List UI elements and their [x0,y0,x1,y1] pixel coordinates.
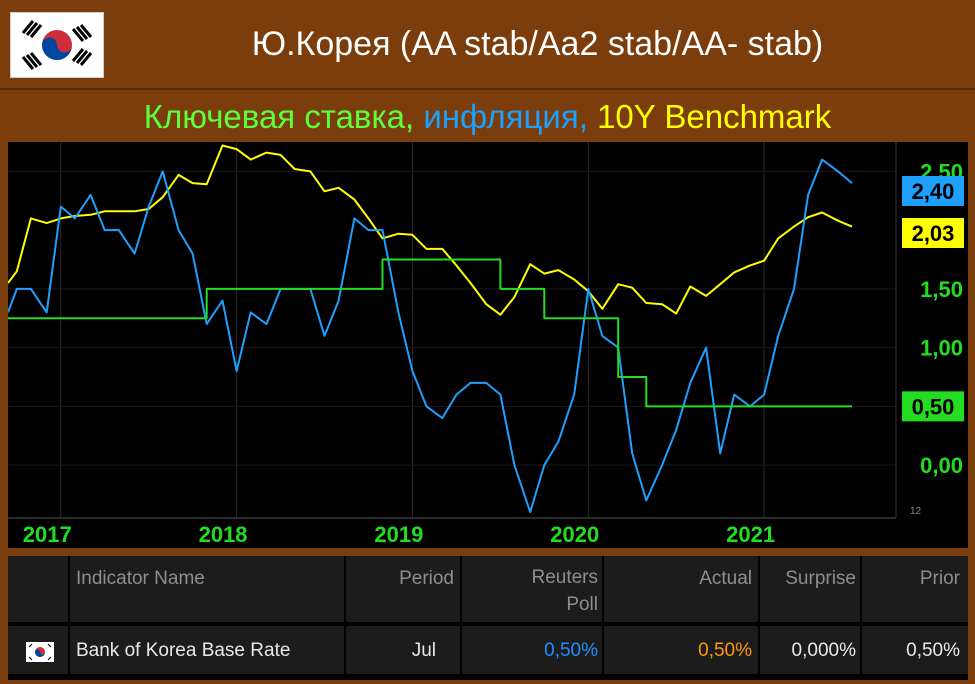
last-value-badge [902,218,964,248]
south-korea-flag-icon [10,12,104,78]
col-header-reuters-poll[interactable]: Reuters Poll [531,567,598,615]
x-tick-label: 2019 [374,522,423,547]
south-korea-flag-icon [26,642,54,662]
period-cell: Jul [411,640,436,661]
surprise-cell: 0,000% [791,640,856,661]
subtitle-key-rate: Ключевая ставка, [143,98,415,135]
y-tick-label: 0,00 [920,453,963,478]
row-cell-bg [346,626,460,674]
indicator-name-cell[interactable]: Bank of Korea Base Rate [76,640,291,661]
line-chart: 0,000,501,001,502,5012201720182019202020… [7,142,964,547]
green-series-line [8,258,852,408]
yellow-series-line [7,144,853,316]
y-axis-footer-label: 12 [910,506,922,517]
header-cell-bg [346,556,460,622]
col-header-period[interactable]: Period [399,568,454,589]
y-tick-label: 1,00 [920,336,963,361]
last-value-label: 0,50 [912,394,955,419]
x-tick-label: 2020 [550,522,599,547]
header: Ю.Корея (AA stab/Aa2 stab/AA- stab) [0,0,975,88]
header-cell-bg [604,556,758,622]
indicator-table: Indicator Name Period Reuters Poll Actua… [8,556,968,680]
prior-cell: 0,50% [906,640,960,661]
col-header-actual[interactable]: Actual [699,568,752,589]
header-cell-blank [8,556,68,622]
blue-series-line [7,158,853,514]
last-value-label: 2,40 [912,179,955,204]
reuters-poll-cell: 0,50% [544,640,598,661]
actual-cell: 0,50% [698,640,752,661]
col-header-indicator[interactable]: Indicator Name [76,568,205,589]
chart-panel: 0,000,501,001,502,5012201720182019202020… [7,142,968,548]
x-tick-label: 2018 [199,522,248,547]
x-tick-label: 2017 [23,522,72,547]
row-cell-bg [604,626,758,674]
y-tick-label: 1,50 [920,277,963,302]
header-cell-bg [70,556,344,622]
col-header-surprise[interactable]: Surprise [785,568,856,589]
header-cell-bg [462,556,602,622]
col-header-prior[interactable]: Prior [919,568,960,589]
last-value-label: 2,03 [912,221,955,246]
last-value-badge [902,391,964,422]
header-cell-bg [760,556,860,622]
last-value-badge [902,176,964,206]
x-tick-label: 2021 [726,522,775,547]
row-cell-bg [760,626,860,674]
subtitle-benchmark: 10Y Benchmark [587,98,832,135]
subtitle-inflation: инфляция, [414,98,588,135]
row-cell-bg [70,626,344,674]
row-cell-bg [862,626,968,674]
page-title: Ю.Корея (AA stab/Aa2 stab/AA- stab) [251,25,824,63]
chart-subtitle: Ключевая ставка, инфляция, 10Y Benchmark [0,88,975,144]
header-cell-bg [862,556,968,622]
row-cell-bg [462,626,602,674]
